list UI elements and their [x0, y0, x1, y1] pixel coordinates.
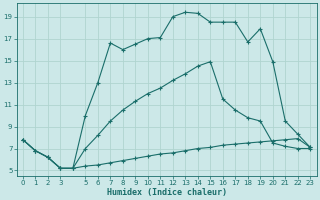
X-axis label: Humidex (Indice chaleur): Humidex (Indice chaleur): [107, 188, 227, 197]
